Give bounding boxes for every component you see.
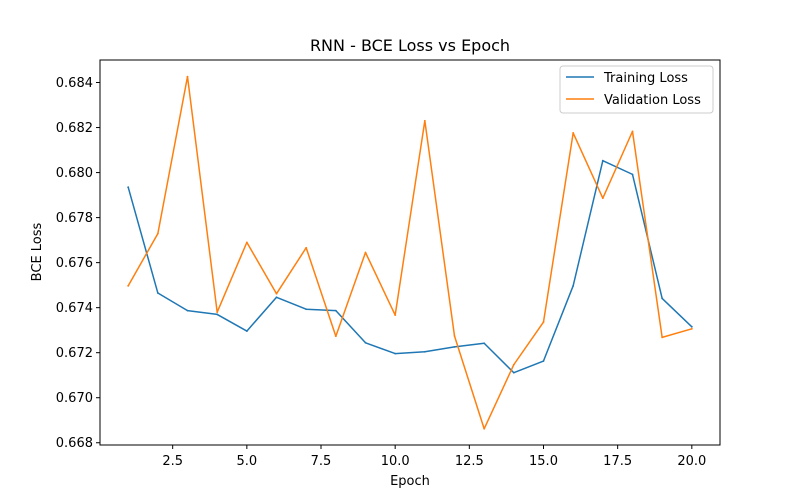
x-tick-label: 20.0 [677, 454, 706, 469]
data-point [512, 363, 515, 366]
data-point [690, 327, 693, 330]
legend: Training Loss Validation Loss [559, 65, 714, 114]
data-point [305, 246, 308, 249]
data-point [661, 336, 664, 339]
series-1 [127, 75, 693, 430]
data-point [661, 297, 664, 300]
data-point [572, 284, 575, 287]
y-tick-label: 0.678 [56, 211, 93, 226]
x-tick-label: 15.0 [529, 454, 558, 469]
data-point [334, 309, 337, 312]
x-axis: 2.5 5.0 7.5 10.0 12.5 15.0 17.5 20.0 [162, 445, 706, 469]
data-point [245, 330, 248, 332]
plot-lines [127, 75, 693, 430]
x-tick-label: 10.0 [381, 454, 410, 469]
series-line [127, 159, 693, 374]
data-point [334, 335, 337, 338]
series-0 [127, 159, 693, 374]
legend-entry: Training Loss [566, 71, 688, 86]
y-tick-label: 0.670 [56, 391, 93, 406]
data-point [156, 292, 159, 294]
plot-area-frame [99, 59, 721, 446]
data-point [542, 360, 545, 362]
data-point [483, 342, 486, 345]
chart-title: RNN - BCE Loss vs Epoch [310, 36, 510, 55]
x-tick-label: 12.5 [455, 454, 484, 469]
data-point [601, 197, 604, 200]
y-tick-label: 0.674 [56, 301, 93, 316]
y-tick-label: 0.672 [56, 346, 93, 361]
data-point [216, 311, 219, 314]
data-point [483, 427, 486, 430]
x-tick-label: 2.5 [162, 454, 183, 469]
y-tick-label: 0.682 [56, 121, 93, 136]
legend-label: Training Loss [603, 71, 688, 86]
data-point [186, 75, 189, 78]
x-axis-label: Epoch [390, 474, 430, 489]
data-point [631, 173, 634, 176]
y-axis-label: BCE Loss [30, 222, 45, 281]
data-point [423, 119, 426, 122]
data-point [690, 325, 693, 328]
data-point [156, 232, 159, 235]
series-line [127, 75, 693, 430]
data-point [364, 341, 367, 344]
data-point [453, 345, 456, 348]
data-point [572, 132, 575, 134]
x-tick-label: 5.0 [236, 454, 257, 469]
x-tick-label: 7.5 [311, 454, 332, 469]
x-tick-label: 17.5 [603, 454, 632, 469]
data-point [305, 308, 308, 311]
data-point [423, 350, 426, 353]
data-point [245, 241, 248, 244]
data-point [364, 251, 367, 254]
data-point [275, 292, 278, 295]
data-point [394, 352, 397, 355]
data-point [275, 296, 278, 299]
y-tick-label: 0.684 [56, 76, 93, 91]
y-tick-label: 0.680 [56, 166, 93, 181]
data-point [186, 309, 189, 312]
legend-label: Validation Loss [604, 93, 701, 108]
y-axis: 0.668 0.670 0.672 0.674 0.676 0.678 0.680 0.682… [56, 76, 100, 451]
y-tick-label: 0.668 [56, 436, 93, 451]
data-point [453, 335, 456, 337]
legend-entry: Validation Loss [566, 93, 701, 108]
data-point [601, 159, 604, 162]
data-point [216, 313, 219, 316]
data-point [394, 314, 397, 316]
data-point [512, 371, 515, 374]
data-point [127, 186, 130, 189]
data-point [542, 321, 545, 323]
data-point [127, 284, 130, 287]
y-tick-label: 0.676 [56, 256, 93, 271]
data-point [631, 130, 634, 133]
legend-box [559, 65, 714, 114]
